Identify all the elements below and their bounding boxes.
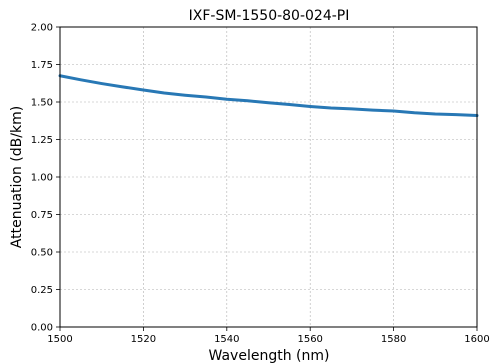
grid — [59, 26, 478, 328]
x-tick-label: 1580 — [381, 334, 406, 345]
series-line — [58, 74, 479, 117]
y-axis-label: Attenuation (dB/km) — [9, 106, 25, 248]
y-tick-label: 1.00 — [31, 173, 53, 184]
y-tick-label: 2.00 — [31, 23, 53, 34]
x-axis: 1500 1520 1540 1560 1580 1600 — [47, 327, 490, 345]
x-tick-label: 1520 — [131, 334, 156, 345]
y-tick-label: 1.25 — [31, 135, 53, 146]
y-tick-label: 1.50 — [31, 98, 53, 109]
x-axis-label: Wavelength (nm) — [209, 348, 330, 364]
x-tick-label: 1500 — [47, 334, 72, 345]
x-tick-label: 1540 — [214, 334, 239, 345]
series-layer — [58, 74, 479, 117]
x-tick-label: 1560 — [297, 334, 322, 345]
y-tick-label: 0.25 — [31, 285, 53, 296]
x-tick-label: 1600 — [464, 334, 489, 345]
y-axis: 0.00 0.25 0.50 0.75 1.00 1.25 1.50 1.75 2.00 — [31, 23, 60, 334]
y-tick-label: 1.75 — [31, 60, 53, 71]
y-tick-label: 0.75 — [31, 210, 53, 221]
y-tick-label: 0.50 — [31, 248, 53, 259]
chart-title: IXF-SM-1550-80-024-PI — [189, 8, 350, 24]
y-tick-label: 0.00 — [31, 323, 53, 334]
